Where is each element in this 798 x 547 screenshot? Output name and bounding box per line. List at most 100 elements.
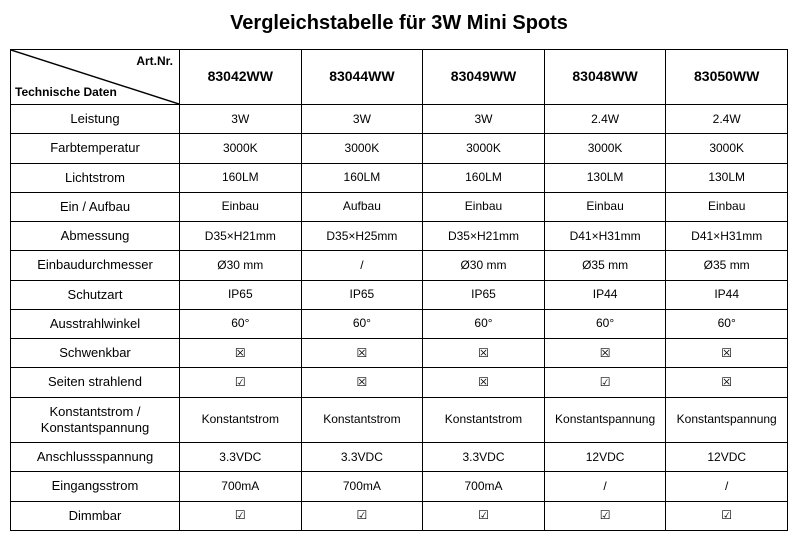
table-cell: ☒	[544, 339, 666, 368]
table-cell: ☒	[180, 339, 302, 368]
table-body: Leistung3W3W3W2.4W2.4WFarbtemperatur3000…	[11, 105, 788, 531]
table-cell: 160LM	[180, 163, 302, 192]
table-row: EinbaudurchmesserØ30 mm/Ø30 mmØ35 mmØ35 …	[11, 251, 788, 280]
product-header: 83044WW	[301, 50, 423, 105]
table-cell: 3000K	[301, 134, 423, 163]
table-cell: ☑	[301, 501, 423, 530]
table-cell: 3.3VDC	[180, 443, 302, 472]
table-cell: ☑	[666, 501, 788, 530]
table-cell: ☒	[666, 368, 788, 397]
table-cell: 3000K	[423, 134, 545, 163]
header-bottom-label: Technische Daten	[15, 85, 117, 100]
table-row: Ein / AufbauEinbauAufbauEinbauEinbauEinb…	[11, 192, 788, 221]
row-label: Schwenkbar	[11, 339, 180, 368]
table-cell: 160LM	[301, 163, 423, 192]
table-cell: 60°	[666, 309, 788, 338]
row-label: Abmessung	[11, 222, 180, 251]
table-cell: Konstantspannung	[544, 397, 666, 443]
table-cell: Konstantstrom	[423, 397, 545, 443]
table-cell: Einbau	[180, 192, 302, 221]
table-row: Dimmbar☑☑☑☑☑	[11, 501, 788, 530]
table-cell: 3.3VDC	[301, 443, 423, 472]
table-cell: Aufbau	[301, 192, 423, 221]
table-row: Konstantstrom / KonstantspannungKonstant…	[11, 397, 788, 443]
table-cell: D41×H31mm	[544, 222, 666, 251]
table-cell: /	[301, 251, 423, 280]
product-header: 83049WW	[423, 50, 545, 105]
table-cell: 130LM	[666, 163, 788, 192]
table-cell: Ø35 mm	[544, 251, 666, 280]
header-top-label: Art.Nr.	[136, 54, 173, 69]
table-cell: D35×H25mm	[301, 222, 423, 251]
row-label: Farbtemperatur	[11, 134, 180, 163]
row-label: Konstantstrom / Konstantspannung	[11, 397, 180, 443]
table-cell: 2.4W	[544, 105, 666, 134]
page-title: Vergleichstabelle für 3W Mini Spots	[10, 12, 788, 35]
table-cell: Ø30 mm	[423, 251, 545, 280]
table-row: Anschlussspannung3.3VDC3.3VDC3.3VDC12VDC…	[11, 443, 788, 472]
table-cell: Ø35 mm	[666, 251, 788, 280]
table-row: Seiten strahlend☑☒☒☑☒	[11, 368, 788, 397]
table-cell: Einbau	[666, 192, 788, 221]
table-cell: ☒	[423, 368, 545, 397]
row-label: Schutzart	[11, 280, 180, 309]
table-cell: IP44	[666, 280, 788, 309]
table-row: Farbtemperatur3000K3000K3000K3000K3000K	[11, 134, 788, 163]
table-cell: 60°	[423, 309, 545, 338]
table-cell: 3W	[423, 105, 545, 134]
row-label: Eingangsstrom	[11, 472, 180, 501]
table-cell: 12VDC	[544, 443, 666, 472]
table-cell: 60°	[180, 309, 302, 338]
table-cell: ☒	[423, 339, 545, 368]
diagonal-header-cell: Art.Nr. Technische Daten	[11, 50, 180, 105]
row-label: Seiten strahlend	[11, 368, 180, 397]
table-cell: IP65	[423, 280, 545, 309]
table-cell: 3000K	[544, 134, 666, 163]
row-label: Dimmbar	[11, 501, 180, 530]
table-cell: 3W	[301, 105, 423, 134]
table-cell: Ø30 mm	[180, 251, 302, 280]
table-cell: Einbau	[423, 192, 545, 221]
table-row: Lichtstrom160LM160LM160LM130LM130LM	[11, 163, 788, 192]
table-cell: Konstantstrom	[180, 397, 302, 443]
table-cell: 700mA	[301, 472, 423, 501]
table-cell: 3W	[180, 105, 302, 134]
table-cell: ☒	[301, 368, 423, 397]
table-cell: 3000K	[666, 134, 788, 163]
table-cell: 3.3VDC	[423, 443, 545, 472]
row-label: Leistung	[11, 105, 180, 134]
table-cell: 700mA	[180, 472, 302, 501]
table-row: AbmessungD35×H21mmD35×H25mmD35×H21mmD41×…	[11, 222, 788, 251]
table-cell: Einbau	[544, 192, 666, 221]
table-cell: Konstantspannung	[666, 397, 788, 443]
table-row: SchutzartIP65IP65IP65IP44IP44	[11, 280, 788, 309]
product-header: 83048WW	[544, 50, 666, 105]
table-cell: ☑	[544, 501, 666, 530]
row-label: Einbaudurchmesser	[11, 251, 180, 280]
table-row: Leistung3W3W3W2.4W2.4W	[11, 105, 788, 134]
table-cell: D35×H21mm	[180, 222, 302, 251]
product-header: 83042WW	[180, 50, 302, 105]
table-row: Eingangsstrom700mA700mA700mA//	[11, 472, 788, 501]
row-label: Anschlussspannung	[11, 443, 180, 472]
table-cell: D35×H21mm	[423, 222, 545, 251]
product-header: 83050WW	[666, 50, 788, 105]
comparison-table: Art.Nr. Technische Daten 83042WW 83044WW…	[10, 49, 788, 531]
table-cell: D41×H31mm	[666, 222, 788, 251]
table-cell: IP65	[301, 280, 423, 309]
table-cell: 2.4W	[666, 105, 788, 134]
table-cell: IP65	[180, 280, 302, 309]
table-cell: 60°	[301, 309, 423, 338]
table-cell: ☑	[180, 501, 302, 530]
table-cell: 3000K	[180, 134, 302, 163]
table-cell: /	[666, 472, 788, 501]
row-label: Ausstrahlwinkel	[11, 309, 180, 338]
table-header-row: Art.Nr. Technische Daten 83042WW 83044WW…	[11, 50, 788, 105]
table-cell: IP44	[544, 280, 666, 309]
table-cell: ☑	[180, 368, 302, 397]
table-cell: /	[544, 472, 666, 501]
table-cell: ☑	[544, 368, 666, 397]
row-label: Lichtstrom	[11, 163, 180, 192]
row-label: Ein / Aufbau	[11, 192, 180, 221]
table-cell: 60°	[544, 309, 666, 338]
